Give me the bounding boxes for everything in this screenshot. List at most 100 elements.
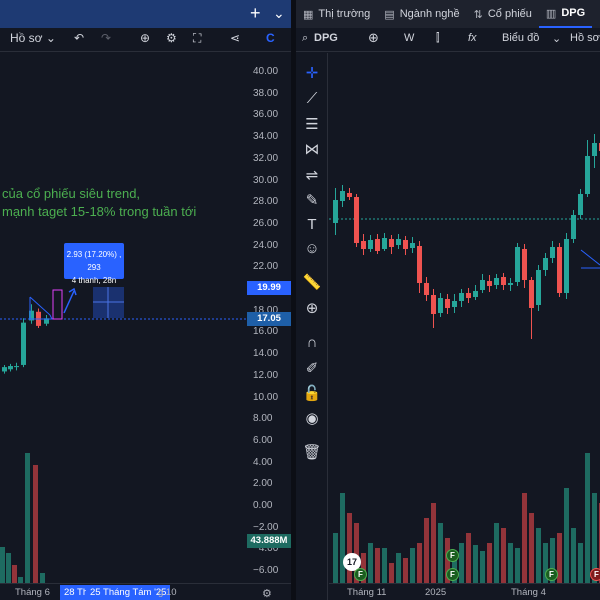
gear-icon[interactable]: ⚙ [166, 31, 177, 45]
window-divider[interactable] [291, 0, 296, 600]
financial-event-icon[interactable]: F [446, 568, 459, 581]
eye-icon[interactable]: ◉ [305, 410, 319, 427]
brand-logo-icon[interactable]: C [266, 31, 275, 45]
box-drawing [52, 289, 63, 320]
volume-bar [389, 563, 394, 583]
chart-type-menu[interactable]: Biểu đồ [502, 32, 540, 44]
interval-selector[interactable]: W [404, 32, 415, 44]
tradingview-logo[interactable]: 17 [343, 553, 361, 571]
candle-body [14, 366, 19, 368]
plot-background [0, 53, 247, 583]
projection-icon[interactable]: ⇌ [305, 167, 319, 184]
volume-bar [403, 558, 408, 583]
candle-body [44, 318, 49, 324]
tab-label: Thị trường [318, 8, 371, 20]
candle-body [403, 240, 408, 249]
alert-clock-icon[interactable]: ⊕ [140, 31, 151, 45]
trash-icon[interactable]: 🗑 [302, 444, 322, 461]
tab-dpg[interactable]: ▥ DPG [538, 0, 593, 28]
annotation-line-2: mạnh taget 15-18% trong tuần tới [2, 204, 197, 219]
left-chart-pane[interactable]: của cổ phiếu siêu trend, mạnh taget 15-1… [0, 53, 291, 600]
volume-bar [522, 493, 527, 583]
price-tick: −2.00 [253, 521, 279, 533]
candle-type-icon[interactable]: ⫿ [436, 32, 440, 44]
financial-event-icon[interactable]: F [354, 568, 367, 581]
measure-tooltip-bars: 4 thanh, 28n [71, 276, 117, 285]
fullscreen-icon[interactable]: ⛶ [193, 31, 202, 45]
volume-bar [557, 533, 562, 583]
candle-body [438, 298, 443, 313]
measure-tooltip: 2.93 (17.20%) , 293 4 thanh, 28n [64, 243, 124, 285]
candle-body [543, 258, 548, 270]
volume-bar [18, 577, 23, 583]
text-icon[interactable]: T [307, 216, 317, 233]
volume-bar [473, 545, 478, 583]
settings-icon[interactable]: ⚙ [262, 588, 272, 600]
volume-bar [410, 548, 415, 583]
price-tick: −6.00 [253, 565, 279, 577]
right-time-axis[interactable]: Tháng 11 2025 Tháng 4 [329, 583, 600, 600]
candle-body [340, 191, 345, 201]
tab-ngành-nghề[interactable]: ▤ Ngành nghề [377, 0, 466, 28]
fib-icon[interactable]: ☰ [305, 116, 319, 133]
add-tab-icon[interactable]: + [250, 3, 261, 23]
indicator-fx-icon[interactable]: fx [468, 32, 477, 44]
price-tick: 0.00 [253, 500, 273, 511]
lock-icon[interactable]: 🔓 [302, 385, 322, 402]
time-highlight-start: 28 Th [60, 585, 93, 600]
pattern-icon[interactable]: ⋈ [304, 141, 320, 158]
symbol-search[interactable]: DPG [314, 32, 338, 44]
left-plot-area[interactable]: của cổ phiếu siêu trend, mạnh taget 15-1… [0, 53, 247, 583]
left-time-axis[interactable]: Tháng 6 28 Th 25 Tháng Tám '25 g 10 ⚙ [0, 583, 291, 600]
candle-body [550, 247, 555, 258]
time-label-2025: 2025 [425, 587, 447, 598]
compare-add-icon[interactable]: ⊕ [368, 30, 379, 45]
left-candles-svg [0, 53, 247, 583]
drawing-toolbar: ✛ ⟋ ☰ ⋈ ⇌ ✎ T ☺ 📏 ⊕ ∩ ✐ 🔓 ◉ 🗑 [296, 53, 328, 600]
financial-event-icon[interactable]: F [446, 549, 459, 562]
price-tick: 26.00 [253, 217, 279, 229]
tab-cổ-phiếu[interactable]: ⇅ Cổ phiếu [467, 0, 539, 28]
crosshair-icon[interactable]: ✛ [305, 65, 319, 82]
candle-body [375, 239, 380, 251]
volume-bar [529, 513, 534, 583]
candle-body [515, 247, 520, 282]
lock-drawing-icon[interactable]: ✐ [305, 360, 319, 377]
candle-body [571, 215, 576, 239]
magnet-icon[interactable]: ∩ [306, 334, 318, 351]
profile-menu[interactable]: Hồ sơ ⌄ [10, 31, 56, 45]
target-zone-box[interactable] [93, 287, 124, 318]
price-tick: 28.00 [253, 196, 279, 208]
tab-thị-trường[interactable]: ▦ Thị trường [296, 0, 377, 28]
undo-icon[interactable]: ↶ [74, 31, 85, 45]
financial-event-icon[interactable]: F [590, 568, 600, 581]
search-icon[interactable]: ⌕ [302, 32, 309, 44]
candle-body [529, 280, 534, 308]
left-price-axis[interactable]: 40.00 38.00 36.00 34.00 32.00 30.00 28.00 26.00… [247, 53, 291, 583]
price-tick: 2.00 [253, 478, 273, 490]
candle-body [578, 194, 583, 215]
candle-body [382, 238, 387, 249]
chevron-down-icon[interactable]: ⌄ [552, 33, 562, 45]
trendline-icon[interactable]: ⟋ [306, 90, 318, 107]
candle-body [445, 299, 450, 308]
price-tick: 16.00 [253, 326, 279, 338]
candle-body [396, 239, 401, 245]
brush-icon[interactable]: ✎ [305, 192, 319, 209]
volume-bar [578, 543, 583, 583]
financial-event-icon[interactable]: F [545, 568, 558, 581]
volume-bar [333, 533, 338, 583]
volume-bar [431, 503, 436, 583]
ruler-icon[interactable]: 📏 [302, 274, 322, 291]
chevron-down-icon[interactable]: ⌄ [273, 5, 285, 21]
triangle-drawing [29, 296, 53, 320]
zoom-in-icon[interactable]: ⊕ [305, 300, 319, 317]
redo-icon[interactable]: ↷ [101, 31, 112, 45]
price-tick: 8.00 [253, 413, 273, 425]
emoji-icon[interactable]: ☺ [304, 240, 320, 257]
share-icon[interactable]: ⋖ [230, 31, 241, 45]
profile-menu-right[interactable]: Hồ sơ [570, 32, 600, 44]
price-tick: 4.00 [253, 456, 273, 468]
right-chart-pane[interactable] [329, 53, 600, 600]
